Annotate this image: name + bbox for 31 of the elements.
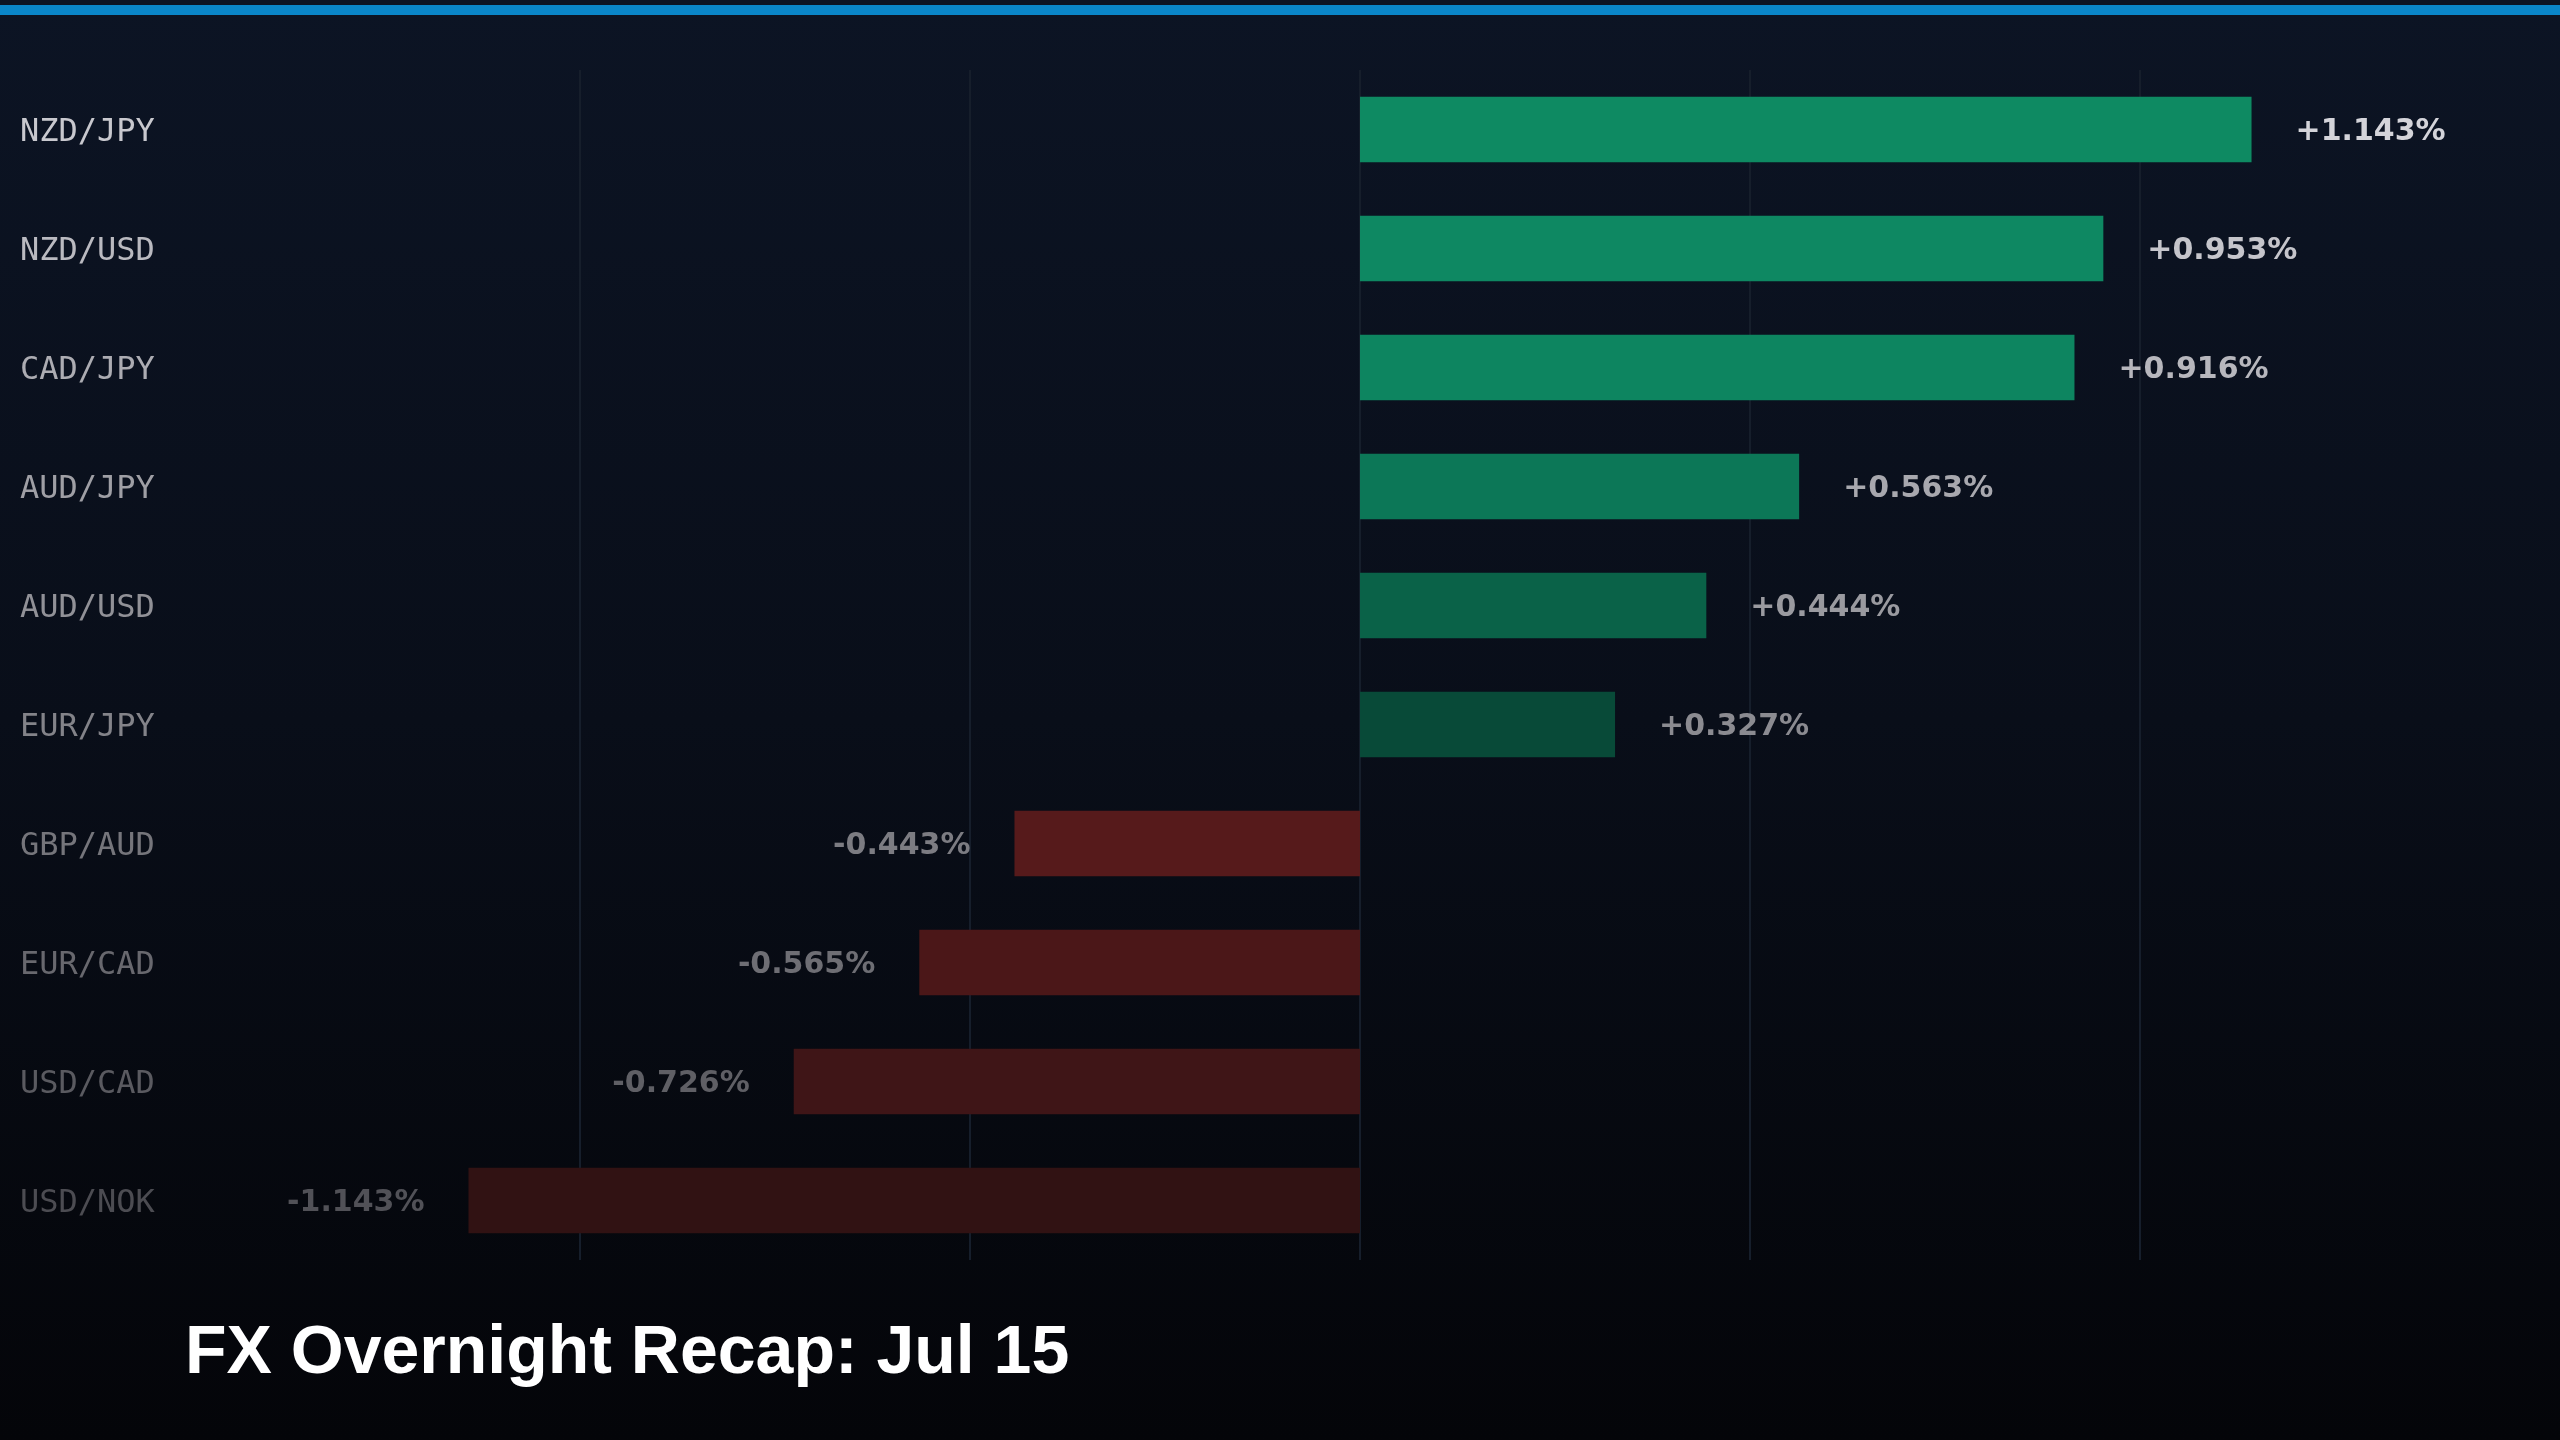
- y-tick-label: EUR/CAD: [20, 943, 155, 982]
- y-tick-label: USD/NOK: [20, 1181, 156, 1220]
- y-tick-label: NZD/JPY: [20, 110, 155, 149]
- text: FX Overnight Recap: Jul 15: [185, 1311, 1070, 1387]
- bar: [1360, 96, 2252, 163]
- bar: [1360, 334, 2075, 401]
- y-tick-label: AUD/USD: [20, 586, 155, 625]
- data-label: -0.726%: [612, 1064, 750, 1099]
- y-tick-label: NZD/USD: [20, 229, 155, 268]
- y-tick-label: USD/CAD: [20, 1062, 155, 1101]
- bar: [919, 929, 1360, 996]
- data-label: +0.327%: [1659, 707, 1810, 742]
- data-label: +0.953%: [2147, 231, 2298, 266]
- data-label: +0.444%: [1750, 588, 1901, 623]
- bar: [1360, 691, 1616, 758]
- bar: [793, 1048, 1360, 1115]
- bar: [1360, 453, 1800, 520]
- y-tick-label: CAD/JPY: [20, 348, 155, 387]
- bar: [1360, 215, 2104, 282]
- data-label: -1.143%: [287, 1183, 425, 1218]
- y-tick-label: AUD/JPY: [20, 467, 155, 506]
- y-tick-label: EUR/JPY: [20, 705, 155, 744]
- bar: [1014, 810, 1360, 877]
- data-label: +1.143%: [2295, 112, 2446, 147]
- data-label: -0.565%: [737, 945, 876, 980]
- bar: [1360, 572, 1707, 639]
- data-label: +0.563%: [1843, 469, 1994, 504]
- bar: [468, 1167, 1360, 1234]
- y-tick-label: GBP/AUD: [20, 824, 155, 863]
- data-label: -0.443%: [833, 826, 971, 861]
- data-label: +0.916%: [2118, 350, 2269, 385]
